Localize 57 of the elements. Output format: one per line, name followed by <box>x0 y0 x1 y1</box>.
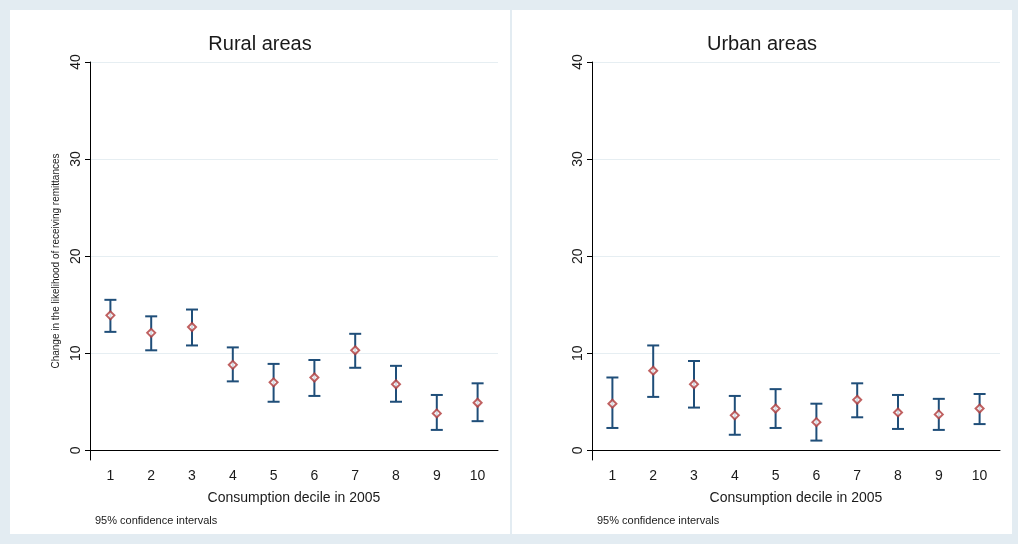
point <box>689 379 699 390</box>
point <box>350 345 361 356</box>
x-tick-label: 6 <box>310 467 319 483</box>
y-tick-label: 40 <box>569 54 585 70</box>
point <box>852 394 863 405</box>
x-tick-label: 2 <box>147 467 156 483</box>
point <box>729 410 740 421</box>
point <box>391 379 401 390</box>
point <box>648 365 659 376</box>
x-tick-label: 9 <box>934 467 943 483</box>
x-tick-label: 3 <box>690 467 699 483</box>
x-tick-label: 4 <box>730 467 739 483</box>
y-tick-label: 0 <box>569 446 585 455</box>
y-tick-label: 10 <box>569 345 585 362</box>
x-axis-title: Consumption decile in 2005 <box>709 489 883 505</box>
x-axis-title: Consumption decile in 2005 <box>207 489 381 505</box>
point <box>770 403 781 414</box>
x-tick-label: 3 <box>188 467 197 483</box>
text: 95% confidence intervals <box>95 513 218 526</box>
chart-title: Rural areas <box>208 32 312 54</box>
x-tick-label: 5 <box>771 467 780 483</box>
point <box>227 359 238 370</box>
point <box>893 407 903 418</box>
point <box>268 377 279 388</box>
x-tick-label: 10 <box>469 467 486 483</box>
x-tick-label: 1 <box>106 467 115 483</box>
point <box>933 409 944 420</box>
x-tick-label: 8 <box>392 467 401 483</box>
y-tick-label: 20 <box>67 248 83 264</box>
point <box>187 322 197 333</box>
chart-title: Urban areas <box>706 32 818 54</box>
point <box>146 327 157 338</box>
x-tick-label: 8 <box>894 467 903 483</box>
point <box>105 310 116 321</box>
x-tick-label: 1 <box>608 467 617 483</box>
y-tick-label: 30 <box>67 151 83 167</box>
point <box>309 372 320 383</box>
point <box>431 408 442 419</box>
y-tick-label: 30 <box>569 151 585 167</box>
x-tick-label: 10 <box>971 467 988 483</box>
text: 95% confidence intervals <box>597 513 720 526</box>
point <box>472 397 483 408</box>
y-tick-label: 0 <box>67 446 83 455</box>
x-tick-label: 4 <box>228 467 237 483</box>
point <box>974 403 985 414</box>
x-tick-label: 6 <box>812 467 821 483</box>
point <box>607 398 618 409</box>
y-tick-label: 20 <box>569 248 585 264</box>
point <box>811 417 822 428</box>
x-tick-label: 2 <box>649 467 658 483</box>
x-tick-label: 9 <box>432 467 441 483</box>
x-tick-label: 7 <box>351 467 360 483</box>
y-tick-label: 10 <box>67 345 83 362</box>
y-tick-label: 40 <box>67 54 83 70</box>
y-axis-title: Change in the likelihood of receiving remittances <box>49 153 61 369</box>
x-tick-label: 7 <box>853 467 862 483</box>
x-tick-label: 5 <box>269 467 278 483</box>
